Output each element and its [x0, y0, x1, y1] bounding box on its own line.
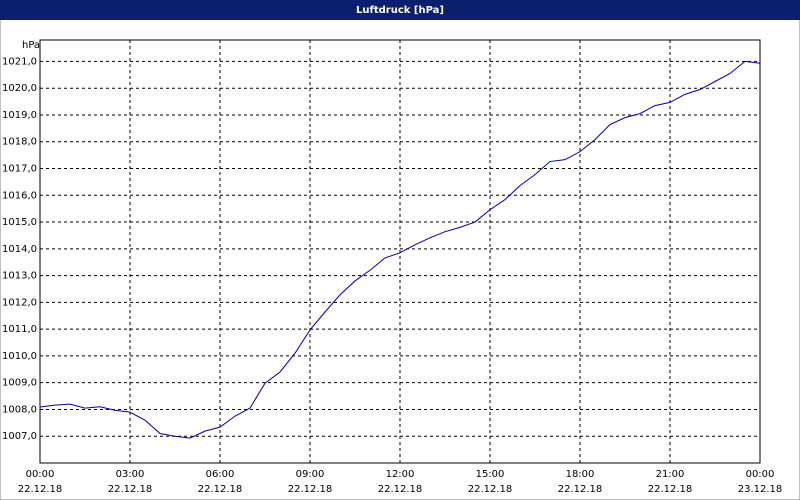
- y-tick-label: 1017,0: [2, 164, 37, 175]
- y-tick-label: 1018,0: [2, 137, 37, 148]
- x-tick-date: 22.12.18: [18, 484, 63, 495]
- y-tick-label: 1010,0: [2, 351, 37, 362]
- x-tick-date: 22.12.18: [558, 484, 603, 495]
- y-tick-label: 1016,0: [2, 190, 37, 201]
- x-tick-label: 21:00: [656, 469, 685, 480]
- y-tick-label: 1021,0: [2, 56, 37, 67]
- chart-title: Luftdruck [hPa]: [356, 5, 444, 16]
- x-tick-label: 18:00: [566, 469, 595, 480]
- y-tick-label: 1013,0: [2, 271, 37, 282]
- x-tick-label: 15:00: [476, 469, 505, 480]
- y-tick-label: 1015,0: [2, 217, 37, 228]
- y-tick-label: 1012,0: [2, 297, 37, 308]
- x-tick-label: 09:00: [296, 469, 325, 480]
- line: [39, 60, 761, 439]
- x-tick-date: 22.12.18: [378, 484, 423, 495]
- y-tick-label: 1019,0: [2, 110, 37, 121]
- title-bar: [0, 0, 800, 20]
- x-tick-date: 22.12.18: [648, 484, 693, 495]
- y-tick-label: 1014,0: [2, 244, 37, 255]
- x-tick-date: 22.12.18: [108, 484, 153, 495]
- x-tick-label: 03:00: [116, 469, 145, 480]
- x-tick-date: 23.12.18: [738, 484, 783, 495]
- x-tick-label: 12:00: [386, 469, 415, 480]
- y-tick-label: 1008,0: [2, 404, 37, 415]
- y-unit: hPa: [22, 40, 40, 51]
- y-tick-label: 1011,0: [2, 324, 37, 335]
- y-tick-label: 1007,0: [2, 431, 37, 442]
- y-tick-label: 1009,0: [2, 378, 37, 389]
- x-tick-label: 00:00: [746, 469, 775, 480]
- x-tick-label: 00:00: [26, 469, 55, 480]
- y-tick-label: 1020,0: [2, 83, 37, 94]
- x-tick-label: 06:00: [206, 469, 235, 480]
- x-tick-date: 22.12.18: [288, 484, 333, 495]
- x-tick-date: 22.12.18: [468, 484, 513, 495]
- x-tick-date: 22.12.18: [198, 484, 243, 495]
